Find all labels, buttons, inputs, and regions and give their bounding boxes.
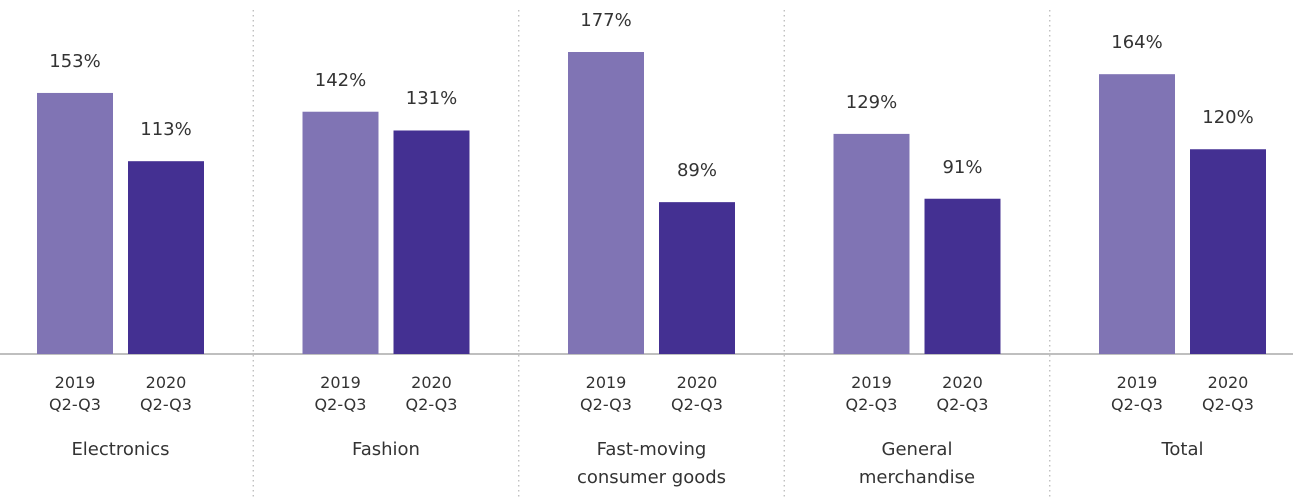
series-label: 2019 Q2-Q3 [580,373,632,414]
value-label: 177% [580,10,632,31]
bar [924,198,1001,354]
series-label: 2019 Q2-Q3 [1111,373,1163,414]
value-label: 113% [140,119,192,141]
value-label: 89% [676,160,717,182]
series-label: 2020 Q2-Q3 [405,373,458,414]
bar [659,202,735,354]
bar [833,133,910,354]
bar [128,161,204,354]
series-label: 2020 Q2-Q3 [1202,373,1254,414]
category-label: Fashion [352,439,420,460]
bar [1099,74,1175,355]
value-label: 153% [49,50,101,72]
category-label: Fast-moving consumer goods [576,439,727,488]
bar [302,111,379,354]
category-label: Total [1161,439,1204,460]
value-label: 131% [405,88,458,110]
bar [393,130,470,354]
category-label: Electronics [71,439,170,460]
value-label: 120% [1202,107,1254,129]
series-label: 2020 Q2-Q3 [936,373,989,414]
bar [37,92,113,354]
series-label: 2019 Q2-Q3 [49,373,101,414]
series-label: 2019 Q2-Q3 [845,373,898,414]
category-label: General merchandise [858,439,976,488]
series-label: 2020 Q2-Q3 [671,373,723,414]
value-label: 142% [314,69,367,91]
bar [1190,149,1266,354]
value-label: 129% [845,91,898,113]
value-label: 91% [942,156,983,178]
bar [568,52,644,354]
series-label: 2020 Q2-Q3 [140,373,192,414]
value-label: 164% [1111,32,1163,54]
series-label: 2019 Q2-Q3 [314,373,367,414]
